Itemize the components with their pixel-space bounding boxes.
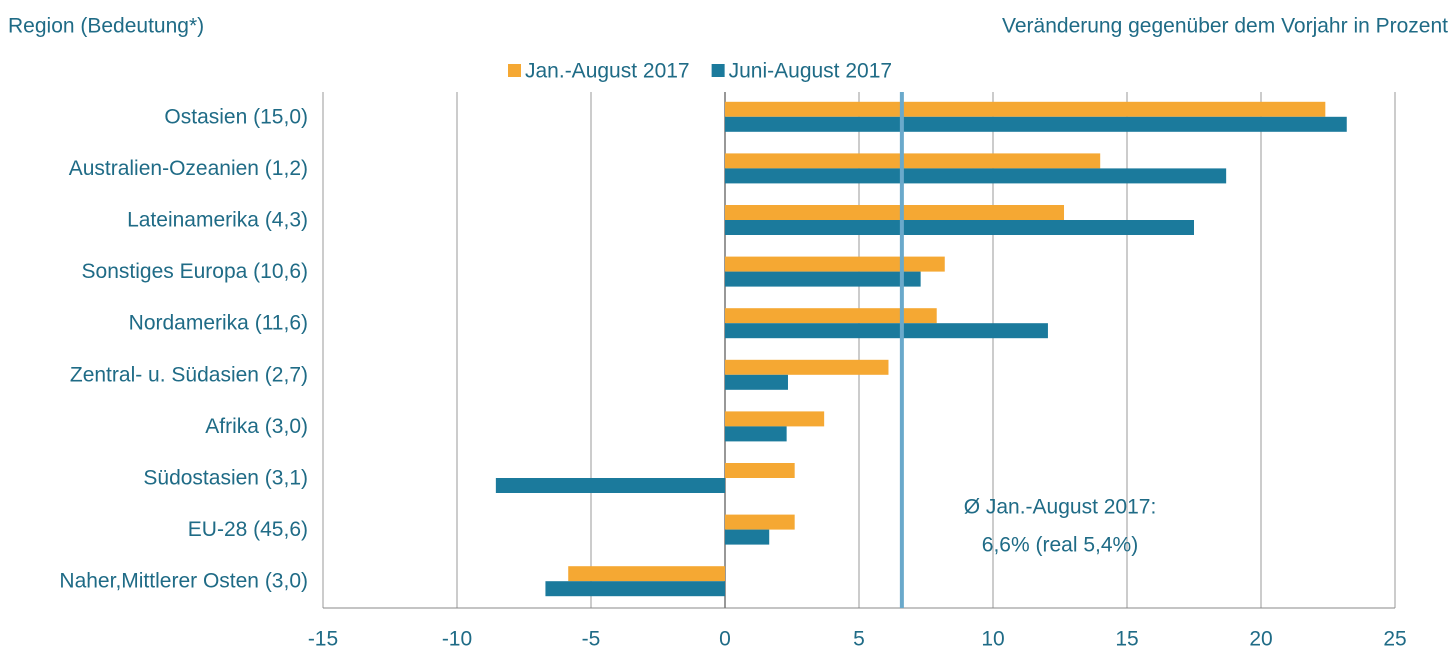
- bar: [725, 308, 937, 324]
- bar: [495, 478, 725, 493]
- bar: [725, 426, 787, 442]
- y-tick-label: Naher,Mittlerer Osten (3,0): [59, 570, 308, 593]
- x-tick-label: -15: [308, 628, 338, 651]
- bar: [725, 529, 770, 545]
- chart-subtitle: Veränderung gegenüber dem Vorjahr in Pro…: [1002, 15, 1448, 38]
- y-tick-label: EU-28 (45,6): [188, 518, 308, 541]
- x-tick-label: 15: [1115, 628, 1138, 651]
- bar: [568, 566, 725, 582]
- y-tick-label: Afrika (3,0): [205, 415, 308, 438]
- bar: [725, 101, 1326, 117]
- bar: [725, 168, 1227, 184]
- bar: [545, 581, 725, 597]
- bar: [725, 256, 945, 272]
- legend-label: Juni-August 2017: [729, 60, 892, 83]
- x-tick-label: 20: [1249, 628, 1272, 651]
- y-tick-label: Südostasien (3,1): [143, 467, 308, 490]
- y-tick-label: Lateinamerika (4,3): [127, 209, 308, 232]
- bar: [725, 220, 1194, 235]
- bar: [725, 514, 795, 530]
- legend-swatch: [508, 64, 521, 77]
- chart-title: Region (Bedeutung*): [8, 15, 204, 38]
- x-tick-label: -10: [442, 628, 472, 651]
- y-tick-label: Australien-Ozeanien (1,2): [69, 157, 308, 180]
- bar: [725, 323, 1048, 339]
- x-tick-label: 5: [853, 628, 865, 651]
- bar: [725, 153, 1101, 169]
- x-tick-label: 10: [981, 628, 1004, 651]
- y-tick-label: Nordamerika (11,6): [129, 312, 308, 335]
- x-tick-label: 0: [719, 628, 731, 651]
- x-tick-label: -5: [582, 628, 601, 651]
- legend-label: Jan.-August 2017: [525, 60, 690, 83]
- y-tick-label: Sonstiges Europa (10,6): [82, 260, 308, 283]
- bar: [725, 205, 1065, 220]
- bar: [725, 271, 921, 287]
- x-tick-label: 25: [1383, 628, 1406, 651]
- annotation: Ø Jan.-August 2017:: [964, 496, 1157, 519]
- annotation: 6,6% (real 5,4%): [982, 534, 1138, 557]
- bar: [725, 463, 795, 478]
- bar: [725, 359, 889, 375]
- bar: [725, 411, 825, 427]
- bar: [725, 116, 1347, 132]
- y-tick-label: Zentral- u. Südasien (2,7): [70, 363, 308, 386]
- bar: [725, 374, 788, 390]
- y-tick-label: Ostasien (15,0): [164, 105, 308, 128]
- legend-swatch: [711, 64, 725, 77]
